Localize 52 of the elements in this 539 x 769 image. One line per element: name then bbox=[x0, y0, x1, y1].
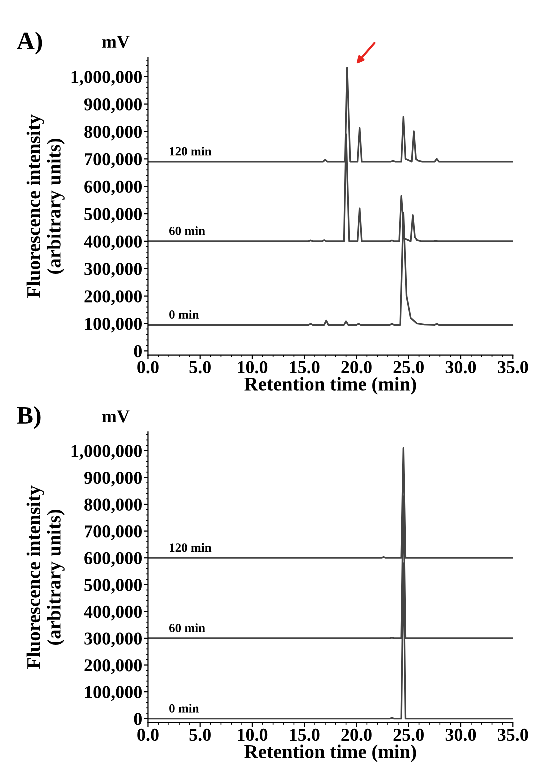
y-tick-label: 600,000 bbox=[84, 180, 142, 196]
y-tick-label: 700,000 bbox=[85, 526, 142, 540]
y-tick-label: 400,000 bbox=[84, 236, 142, 251]
x-tick-label: 25.0 bbox=[394, 728, 424, 742]
series-label: 0 min bbox=[170, 310, 200, 319]
x-tick-label: 25.0 bbox=[394, 361, 424, 374]
x-tick-label: 20.0 bbox=[342, 728, 372, 742]
y-tick-label: 0 bbox=[134, 713, 142, 726]
y-tick-label: 700,000 bbox=[85, 153, 142, 168]
y-tick-label: 300,000 bbox=[84, 632, 142, 648]
x-tick-label: 15.0 bbox=[290, 728, 320, 742]
chart-title: B) bbox=[17, 406, 41, 430]
x-tick-label: 20.0 bbox=[342, 361, 372, 374]
text: mV bbox=[102, 410, 130, 423]
y-tick-label: 500,000 bbox=[84, 208, 142, 224]
x-tick-label: 10.0 bbox=[238, 728, 268, 742]
y-tick-label: 400,000 bbox=[84, 606, 142, 621]
x-tick-label: 10.0 bbox=[238, 361, 268, 374]
series-label: 120 min bbox=[170, 543, 212, 552]
x-tick-label: 30.0 bbox=[446, 728, 476, 742]
x-tick-label: 0.0 bbox=[138, 728, 159, 742]
x-tick-label: 35.0 bbox=[498, 728, 528, 742]
x-tick-label: 0.0 bbox=[138, 361, 159, 374]
y-tick-label: 900,000 bbox=[84, 98, 142, 114]
y-tick-label: 200,000 bbox=[84, 660, 142, 674]
y-tick-label: 900,000 bbox=[84, 472, 142, 487]
y-tick-label: 1,000,000 bbox=[72, 71, 142, 86]
y-tick-label: 500,000 bbox=[84, 579, 142, 594]
x-tick-label: 5.0 bbox=[190, 728, 211, 742]
text: mV bbox=[102, 36, 130, 48]
series-label: 60 min bbox=[170, 624, 206, 632]
y-tick-label: 0 bbox=[134, 345, 142, 358]
chart-title: A) bbox=[17, 32, 42, 55]
series-label: 0 min bbox=[170, 704, 200, 713]
x-tick-label: 35.0 bbox=[498, 361, 528, 374]
x-axis-title: Retention time (min) bbox=[244, 377, 416, 395]
y-tick-label: 200,000 bbox=[84, 290, 142, 306]
series-label: 120 min bbox=[170, 146, 212, 156]
y-tick-label: 800,000 bbox=[84, 498, 142, 514]
y-axis-title: Fluorescence intensity (arbitrary units) bbox=[26, 114, 65, 298]
x-axis-title: Retention time (min) bbox=[244, 744, 416, 762]
x-tick-label: 5.0 bbox=[190, 361, 211, 374]
y-tick-label: 100,000 bbox=[85, 318, 142, 333]
x-tick-label: 15.0 bbox=[290, 361, 320, 374]
y-tick-label: 300,000 bbox=[84, 263, 142, 278]
y-axis-title: Fluorescence intensity (arbitrary units) bbox=[26, 486, 65, 670]
y-tick-label: 600,000 bbox=[84, 552, 142, 568]
series-label: 60 min bbox=[170, 226, 206, 236]
y-tick-label: 1,000,000 bbox=[72, 445, 142, 460]
x-tick-label: 30.0 bbox=[446, 361, 476, 374]
y-tick-label: 800,000 bbox=[84, 126, 142, 141]
y-tick-label: 100,000 bbox=[85, 686, 142, 702]
